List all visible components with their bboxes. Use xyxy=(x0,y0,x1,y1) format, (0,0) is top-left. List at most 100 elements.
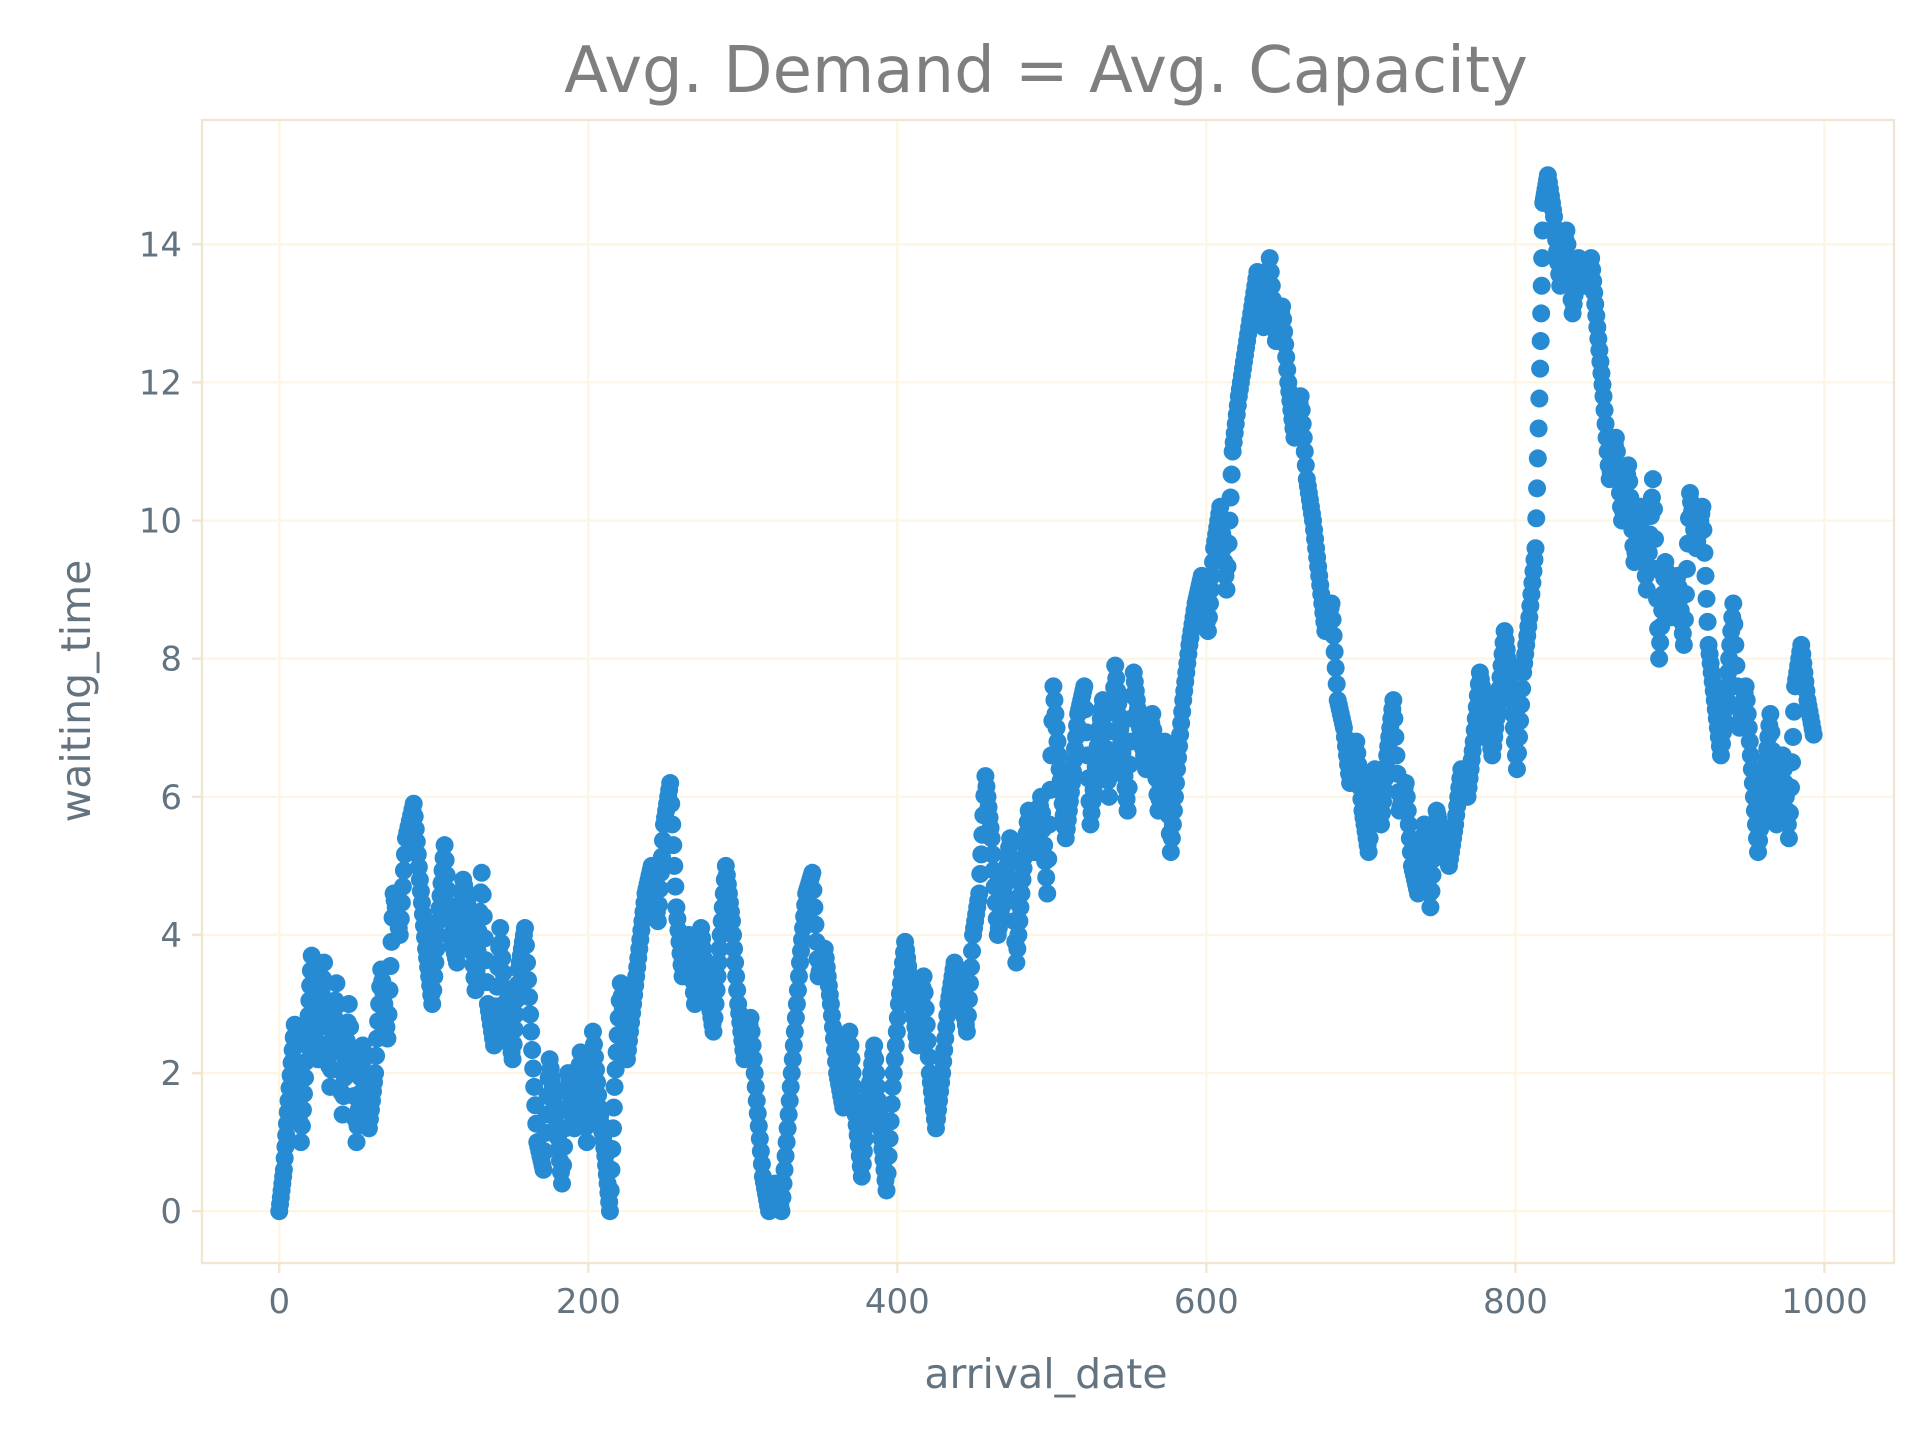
data-point xyxy=(1736,677,1755,696)
data-point xyxy=(883,1077,902,1096)
data-point xyxy=(291,1133,310,1152)
data-point xyxy=(1119,778,1138,797)
data-point xyxy=(705,1008,724,1027)
data-point xyxy=(666,877,685,896)
data-point xyxy=(724,925,743,944)
data-point xyxy=(1423,866,1442,885)
data-point xyxy=(1144,721,1163,740)
data-point xyxy=(650,879,669,898)
data-point xyxy=(1048,732,1067,751)
data-point xyxy=(708,967,727,986)
data-point xyxy=(1166,774,1185,793)
data-point xyxy=(868,1077,887,1096)
data-point xyxy=(604,1098,623,1117)
data-point xyxy=(1040,815,1059,834)
data-point xyxy=(427,939,446,958)
data-point xyxy=(438,881,457,900)
data-point xyxy=(1396,774,1415,793)
data-point xyxy=(1293,414,1312,433)
data-point xyxy=(1385,709,1404,728)
data-point xyxy=(841,1036,860,1055)
data-point xyxy=(519,970,538,989)
data-point xyxy=(780,1091,799,1110)
data-point xyxy=(774,1174,793,1193)
data-point xyxy=(1737,691,1756,710)
data-point xyxy=(1557,221,1576,240)
data-point xyxy=(315,953,334,972)
data-point xyxy=(1606,428,1625,447)
data-point xyxy=(1260,249,1279,268)
data-point xyxy=(726,953,745,972)
data-point xyxy=(1529,419,1548,438)
data-point xyxy=(1533,249,1552,268)
y-tick-label: 8 xyxy=(160,640,182,680)
data-point xyxy=(1527,509,1546,528)
data-point xyxy=(867,1064,886,1083)
x-tick-label: 0 xyxy=(268,1282,290,1322)
data-point xyxy=(1422,882,1441,901)
data-point xyxy=(784,1036,803,1055)
data-point xyxy=(1165,787,1184,806)
data-point xyxy=(339,995,358,1014)
data-point xyxy=(725,939,744,958)
y-axis-label: waiting_time xyxy=(52,560,100,823)
data-point xyxy=(604,1119,623,1138)
data-point xyxy=(918,1031,937,1050)
data-point xyxy=(878,1164,897,1183)
data-point xyxy=(1325,642,1344,661)
data-point xyxy=(494,963,513,982)
data-point xyxy=(1143,704,1162,723)
data-point xyxy=(601,1181,620,1200)
data-point xyxy=(1011,898,1030,917)
plot-frame xyxy=(200,118,1896,1265)
data-point xyxy=(1397,787,1416,806)
data-point xyxy=(1261,262,1280,281)
data-point xyxy=(1100,787,1119,806)
y-tick-label: 6 xyxy=(160,778,182,818)
data-point xyxy=(1804,725,1823,744)
data-point xyxy=(1399,815,1418,834)
data-point xyxy=(1044,677,1063,696)
data-point xyxy=(1726,635,1745,654)
data-point xyxy=(426,953,445,972)
data-point xyxy=(1118,801,1137,820)
data-point xyxy=(1528,479,1547,498)
data-point xyxy=(1724,594,1743,613)
data-point xyxy=(775,1160,794,1179)
data-point xyxy=(662,794,681,813)
data-point xyxy=(292,1117,311,1136)
x-tick-label: 400 xyxy=(865,1282,930,1322)
data-point xyxy=(347,1133,366,1152)
data-point xyxy=(606,1060,625,1079)
data-point xyxy=(1526,539,1545,558)
data-point xyxy=(1291,387,1310,406)
data-point xyxy=(554,1156,573,1175)
data-point xyxy=(1200,594,1219,613)
data-point xyxy=(777,1133,796,1152)
x-tick-label: 200 xyxy=(556,1282,621,1322)
data-point xyxy=(710,939,729,958)
data-point xyxy=(1294,428,1313,447)
data-point xyxy=(1781,778,1800,797)
x-axis-label: arrival_date xyxy=(924,1350,1167,1398)
data-point xyxy=(1324,626,1343,645)
data-point xyxy=(1594,387,1613,406)
data-point xyxy=(525,1077,544,1096)
data-point xyxy=(778,1119,797,1138)
data-point xyxy=(505,1020,524,1039)
data-point xyxy=(1619,456,1638,475)
data-point xyxy=(1009,925,1028,944)
data-point xyxy=(393,877,412,896)
data-point xyxy=(1323,610,1342,629)
data-point xyxy=(1725,615,1744,634)
data-point xyxy=(1164,801,1183,820)
data-point xyxy=(1620,472,1639,491)
data-point xyxy=(1531,359,1550,378)
data-point xyxy=(781,1077,800,1096)
data-point xyxy=(880,1129,899,1148)
data-point xyxy=(783,1050,802,1069)
data-point xyxy=(1742,760,1761,779)
data-point xyxy=(474,907,493,926)
data-point xyxy=(840,1022,859,1041)
data-point xyxy=(707,981,726,1000)
